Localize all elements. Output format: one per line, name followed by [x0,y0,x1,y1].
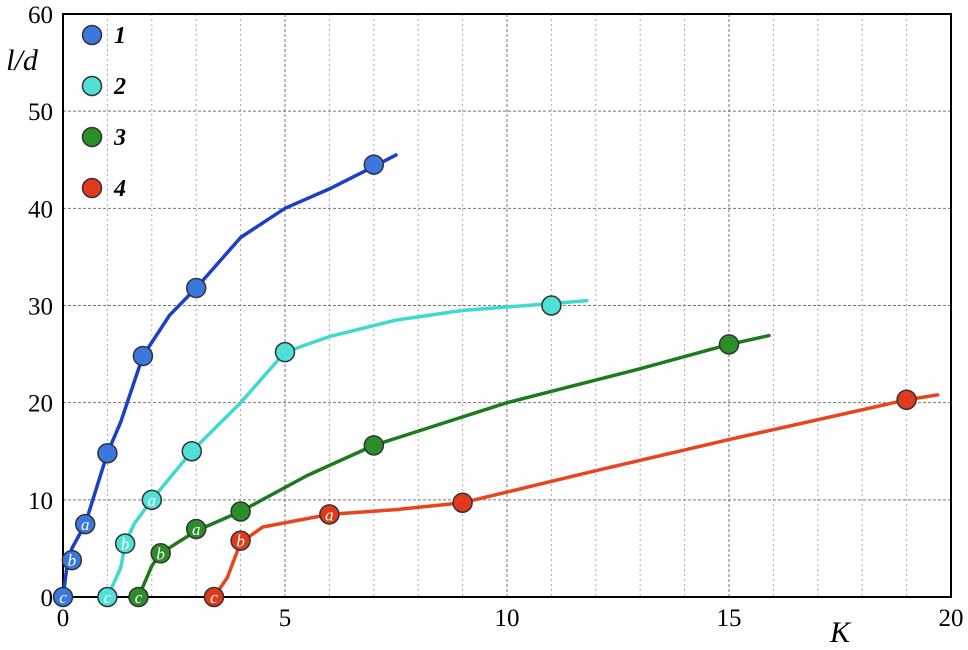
y-tick-label: 50 [28,99,53,126]
legend-marker [81,177,103,199]
series-line [61,153,398,599]
data-point [132,345,154,367]
data-point [181,441,203,462]
data-point [230,530,251,551]
data-point [541,295,562,316]
plot-frame [62,13,952,598]
data-point [718,334,740,355]
y-tick-label: 0 [41,585,54,612]
point-label: a [81,515,90,534]
data-point [97,586,118,608]
x-tick-label: 10 [495,605,520,632]
data-point [363,435,385,456]
y-tick-label: 30 [28,294,53,321]
point-label: c [210,588,218,607]
series-line [212,393,940,599]
point-label: a [148,491,157,510]
y-tick-label: 40 [28,196,53,223]
data-point [185,277,207,299]
legend-marker [81,24,103,46]
series-line [105,298,589,599]
axis-ticks: 0 5 10 15 20 0 10 20 30 40 50 60 [28,2,964,632]
x-axis-label: K [829,616,852,649]
data-point [274,341,296,363]
point-label: c [59,588,67,607]
point-label: b [121,535,130,554]
data-point [363,154,385,175]
data-point [61,549,83,571]
legend-label: 3 [113,125,126,151]
point-label: a [192,520,201,539]
point-label: c [135,588,143,607]
x-tick-label: 20 [939,605,964,632]
legend-label: 1 [114,23,126,49]
x-tick-label: 15 [717,605,742,632]
x-tick-label: 5 [279,605,292,632]
legend: 1 2 3 4 [81,23,126,202]
data-point [319,504,340,525]
data-point [452,492,473,513]
y-tick-label: 10 [28,488,53,515]
grid [63,14,951,597]
data-point [896,389,917,411]
data-point [97,442,118,464]
series-3: c b a [128,333,771,608]
data-point [230,501,251,522]
point-label: a [325,505,334,524]
y-tick-label: 60 [28,2,53,29]
data-point [52,586,74,608]
data-point [185,518,207,540]
x-tick-label: 0 [57,605,70,632]
data-point [141,489,163,511]
legend-label: 2 [113,74,126,100]
y-tick-label: 20 [28,391,53,418]
data-point [74,513,96,535]
series-1: cba [52,153,398,608]
data-point [128,586,149,608]
legend-label: 4 [113,176,126,202]
point-label: b [68,551,77,570]
legend-marker [81,75,103,97]
series-2: c b a [97,295,589,608]
point-label: c [104,588,112,607]
data-point [114,533,136,554]
series-4: c b a [203,389,940,608]
point-label: b [236,532,245,551]
data-point [150,543,171,564]
legend-marker [81,126,103,148]
y-axis-label: l/d [6,44,39,77]
data-point [203,586,225,608]
point-label: b [156,544,165,563]
